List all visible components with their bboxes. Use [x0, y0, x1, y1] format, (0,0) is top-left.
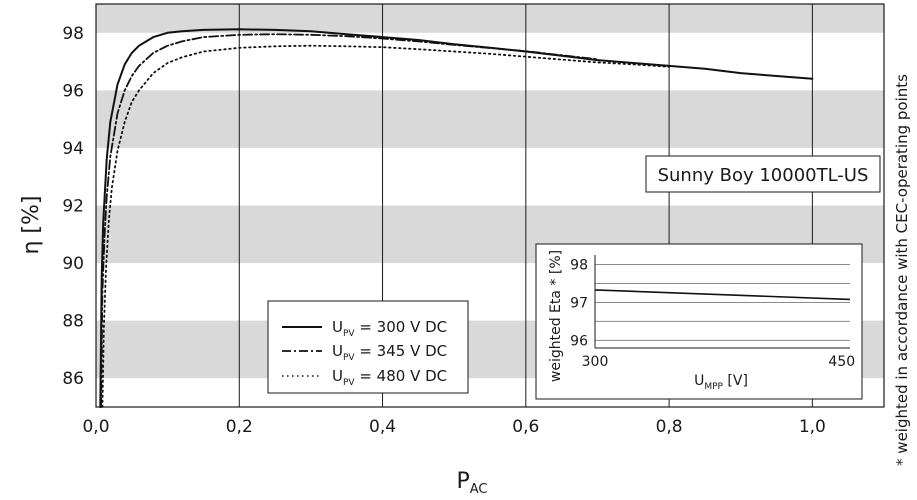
y-tick-label: 94 [62, 139, 84, 159]
x-tick-labels: 0,0 0,2 0,4 0,6 0,8 1,0 [82, 417, 825, 437]
inset-x-tick-label: 450 [828, 354, 855, 370]
inset-y-tick-label: 96 [570, 333, 588, 349]
y-tick-label: 90 [62, 254, 84, 274]
x-tick-label: 0,8 [656, 417, 683, 437]
grid-band [96, 90, 884, 148]
x-tick-label: 0,6 [512, 417, 539, 437]
cec-side-note: * weighted in accordance with CEC-operat… [893, 74, 911, 466]
x-tick-label: 0,2 [226, 417, 253, 437]
x-tick-label: 0,4 [369, 417, 396, 437]
x-tick-label: 1,0 [799, 417, 826, 437]
model-annotation: Sunny Boy 10000TL-US [646, 156, 880, 192]
inset-y-axis-title: weighted Eta * [%] [548, 250, 564, 382]
y-tick-label: 96 [62, 81, 84, 101]
inset-y-tick-label: 97 [570, 295, 588, 311]
y-tick-label: 98 [62, 24, 84, 44]
x-axis-title: PAC [456, 469, 487, 497]
model-annotation-text: Sunny Boy 10000TL-US [658, 165, 869, 186]
y-tick-label: 92 [62, 197, 84, 217]
y-tick-label: 86 [62, 369, 84, 389]
inset-y-tick-label: 98 [570, 257, 588, 273]
x-tick-label: 0,0 [82, 417, 109, 437]
y-axis-title: η [%] [19, 195, 44, 254]
x-axis-title-sub: AC [470, 482, 488, 497]
y-tick-label: 88 [62, 312, 84, 332]
inset-y-tick-labels: 96 97 98 [570, 257, 588, 349]
y-tick-labels: 86 88 90 92 94 96 98 [62, 24, 84, 389]
inset-x-tick-label: 300 [582, 354, 609, 370]
x-axis-title-main: P [456, 469, 469, 494]
legend: UPV = 300 V DC UPV = 345 V DC UPV = 480 … [268, 301, 468, 393]
grid-band [96, 4, 884, 33]
